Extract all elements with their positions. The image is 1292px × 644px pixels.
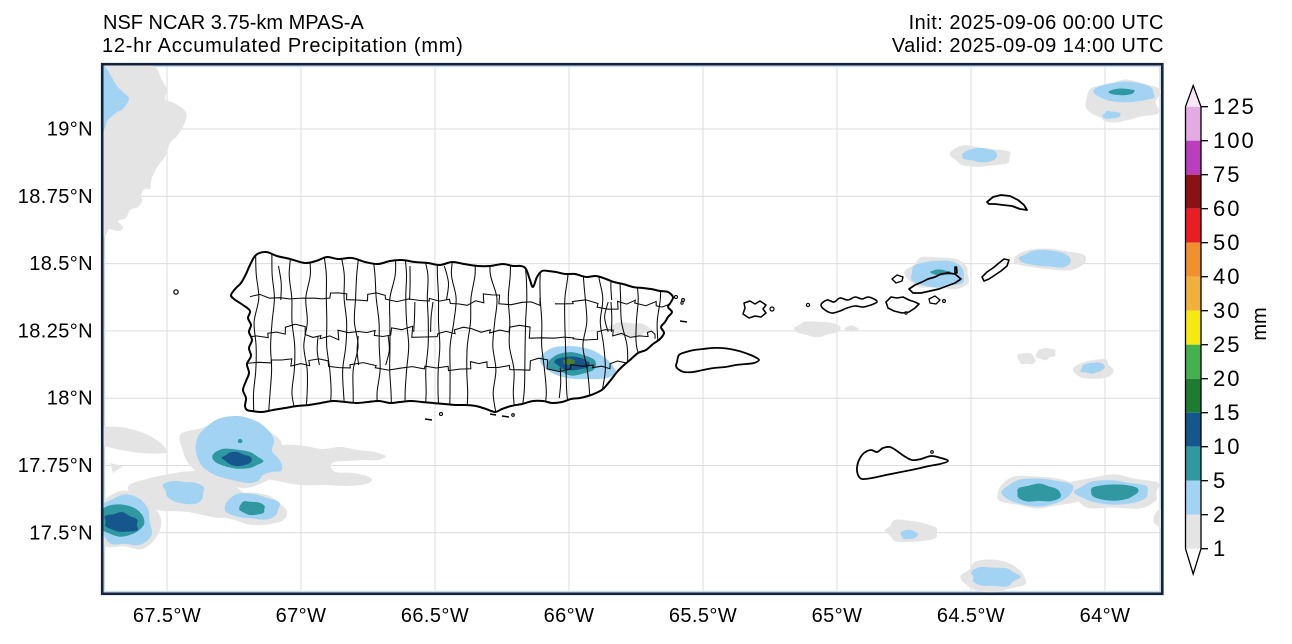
svg-text:40: 40: [1213, 264, 1241, 289]
svg-text:66.5°W: 66.5°W: [401, 605, 469, 627]
svg-text:18.25°N: 18.25°N: [18, 320, 93, 342]
svg-text:75: 75: [1213, 162, 1241, 187]
svg-text:50: 50: [1213, 230, 1241, 255]
svg-text:60: 60: [1213, 196, 1241, 221]
svg-text:12-hr Accumulated Precipitatio: 12-hr Accumulated Precipitation (mm): [102, 35, 464, 57]
svg-text:Init: 2025-09-06 00:00 UTC: Init: 2025-09-06 00:00 UTC: [909, 12, 1164, 34]
svg-text:66°W: 66°W: [544, 605, 595, 627]
svg-text:64.5°W: 64.5°W: [937, 605, 1005, 627]
svg-text:65.5°W: 65.5°W: [669, 605, 737, 627]
svg-text:5: 5: [1213, 468, 1227, 493]
svg-text:65°W: 65°W: [812, 605, 863, 627]
svg-text:64°W: 64°W: [1080, 605, 1131, 627]
svg-text:100: 100: [1213, 128, 1256, 153]
svg-text:2: 2: [1213, 502, 1227, 527]
svg-text:1: 1: [1213, 536, 1227, 561]
svg-text:19°N: 19°N: [47, 119, 93, 141]
svg-text:17.75°N: 17.75°N: [18, 455, 93, 477]
svg-text:10: 10: [1213, 434, 1241, 459]
svg-text:67.5°W: 67.5°W: [133, 605, 201, 627]
svg-text:mm: mm: [1249, 307, 1271, 340]
svg-text:18°N: 18°N: [47, 388, 93, 410]
svg-text:20: 20: [1213, 366, 1241, 391]
svg-text:18.5°N: 18.5°N: [29, 253, 93, 275]
svg-text:67°W: 67°W: [276, 605, 327, 627]
svg-text:125: 125: [1213, 94, 1256, 119]
svg-text:Valid: 2025-09-09 14:00 UTC: Valid: 2025-09-09 14:00 UTC: [892, 35, 1164, 57]
svg-text:NSF NCAR 3.75-km MPAS-A: NSF NCAR 3.75-km MPAS-A: [103, 12, 364, 34]
svg-text:18.75°N: 18.75°N: [18, 186, 93, 208]
svg-text:25: 25: [1213, 332, 1241, 357]
svg-text:15: 15: [1213, 400, 1241, 425]
svg-text:17.5°N: 17.5°N: [29, 522, 93, 544]
svg-text:30: 30: [1213, 298, 1241, 323]
